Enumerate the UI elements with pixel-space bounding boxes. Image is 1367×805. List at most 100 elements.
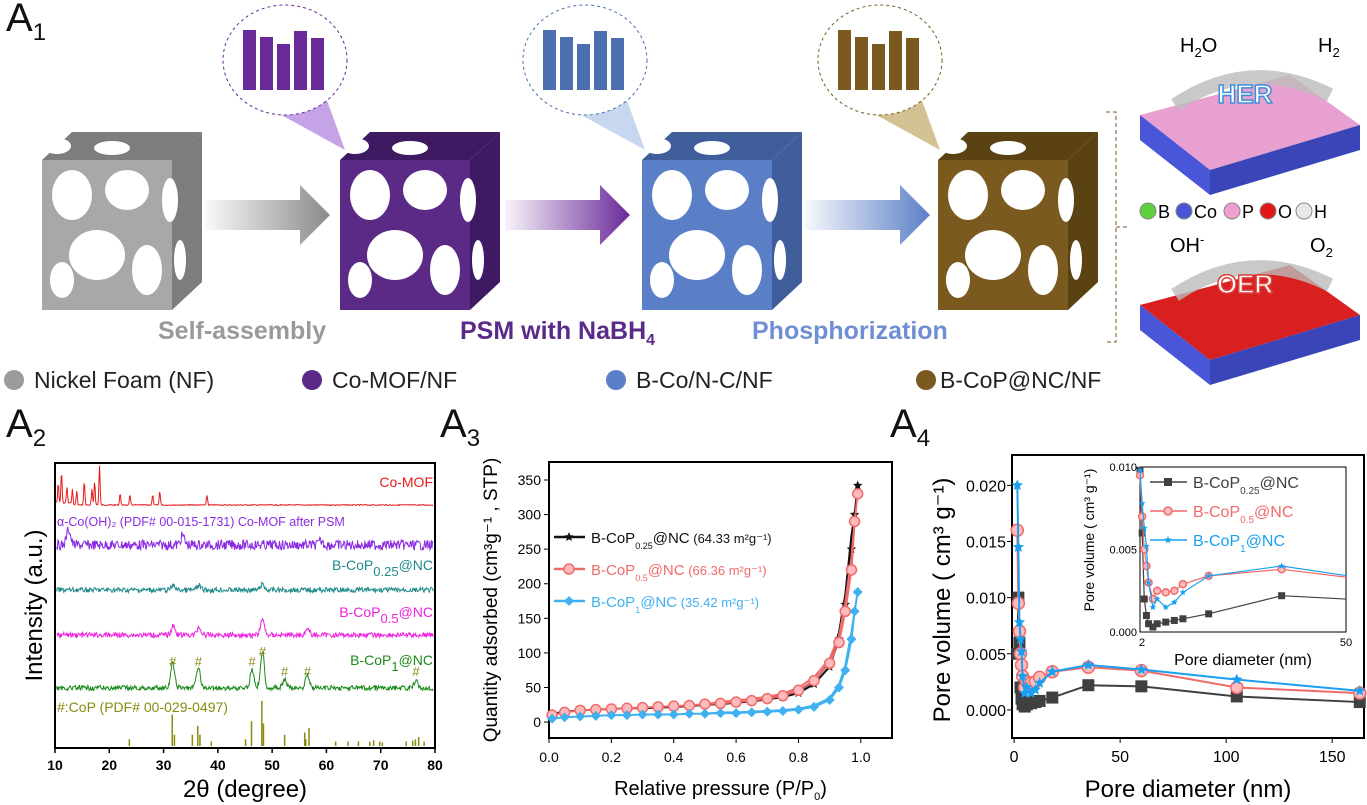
data-point bbox=[839, 605, 851, 618]
reference-label: #:CoP (PDF# 00-029-0497) bbox=[57, 699, 228, 715]
legend-bco: B-Co/N-C/NF bbox=[606, 366, 773, 394]
foam-pore bbox=[94, 141, 130, 155]
data-point bbox=[1140, 595, 1148, 603]
inset-series bbox=[1136, 466, 1347, 611]
data-point bbox=[762, 706, 773, 717]
data-point bbox=[1082, 679, 1095, 692]
x-tick-label: 80 bbox=[427, 757, 443, 773]
text-part: @NC bbox=[648, 562, 685, 579]
foam-pore bbox=[348, 262, 372, 298]
series-label: B-CoP0.5@NC bbox=[1193, 504, 1293, 526]
text-part: @NC bbox=[399, 652, 433, 668]
text-part: 2 bbox=[1326, 245, 1333, 260]
foam-pore bbox=[643, 138, 671, 154]
panel-label-a4: A4 bbox=[890, 402, 930, 461]
bracket bbox=[1106, 111, 1128, 343]
text-part: @NC bbox=[640, 594, 677, 611]
process-arrow-icon bbox=[505, 185, 630, 245]
x-axis-label: 2θ (degree) bbox=[183, 776, 307, 803]
data-point bbox=[1016, 670, 1029, 682]
legend-nf: Nickel Foam (NF) bbox=[4, 366, 214, 394]
text-part: H bbox=[1180, 35, 1194, 57]
legend-bcop: B-CoP@NC/NF bbox=[916, 366, 1101, 394]
data-point bbox=[730, 696, 742, 708]
element-Co-icon bbox=[1175, 202, 1193, 220]
foam-pore bbox=[1028, 245, 1058, 295]
data-point bbox=[1136, 466, 1144, 474]
data-point bbox=[1033, 694, 1046, 707]
panel-number: 1 bbox=[32, 19, 47, 46]
data-point bbox=[851, 488, 864, 500]
oer-slab: OER bbox=[1140, 260, 1360, 385]
text-part: 0.25 bbox=[635, 541, 653, 551]
b-cop-nc-cube bbox=[938, 132, 1098, 310]
data-point bbox=[637, 709, 648, 720]
data-point bbox=[1205, 610, 1213, 618]
inset-y-axis-label: Pore volume ( cm³ g⁻¹) bbox=[1081, 469, 1097, 612]
data-point bbox=[1278, 592, 1286, 600]
data-point bbox=[745, 694, 758, 707]
element-label: B bbox=[1158, 202, 1170, 222]
foam-pore bbox=[652, 170, 692, 220]
reaction-label: OER bbox=[1217, 269, 1274, 299]
foam-pore bbox=[392, 141, 428, 155]
data-point bbox=[746, 707, 757, 718]
text-part: B-CoP bbox=[339, 604, 380, 620]
comof-dot-icon bbox=[302, 370, 322, 390]
x-tick-label: 0.4 bbox=[664, 749, 684, 765]
data-point bbox=[1354, 684, 1366, 696]
nanostructure bbox=[243, 30, 256, 90]
text-part: 0.25 bbox=[1240, 486, 1260, 497]
nanostructure bbox=[560, 37, 573, 90]
legend-comof-label: Co-MOF/NF bbox=[332, 367, 458, 393]
panel-letter: A bbox=[6, 402, 33, 446]
data-point bbox=[1149, 603, 1157, 611]
data-point bbox=[833, 682, 844, 693]
data-point bbox=[777, 706, 788, 717]
series-label: Co-MOF bbox=[379, 474, 433, 490]
foam-pore bbox=[367, 230, 423, 280]
series-label: B-CoP1@NC bbox=[350, 652, 433, 674]
y-tick-label: 0.000 bbox=[966, 703, 1006, 720]
nanostructure bbox=[543, 30, 556, 90]
nf-dot-icon bbox=[4, 370, 24, 390]
data-point bbox=[1142, 561, 1151, 571]
hash-mark: # bbox=[304, 664, 312, 679]
data-point bbox=[852, 587, 863, 598]
y-tick-label: 250 bbox=[518, 541, 542, 557]
x-tick-label: 150 bbox=[1319, 749, 1346, 766]
x-tick-label: 1.0 bbox=[851, 749, 871, 765]
process-arrow-icon bbox=[805, 185, 930, 245]
plot-frame bbox=[548, 461, 893, 739]
y-tick-label: 100 bbox=[518, 645, 542, 661]
y-axis-label: Pore volume ( cm³ g⁻¹) bbox=[929, 478, 956, 723]
x-tick-label: 0.2 bbox=[602, 749, 622, 765]
data-point bbox=[1164, 536, 1172, 544]
data-point bbox=[1161, 588, 1170, 597]
nanostructure bbox=[594, 31, 607, 90]
y-tick-label: 0.010 bbox=[966, 591, 1006, 608]
data-point bbox=[684, 708, 695, 719]
hash-mark: # bbox=[259, 644, 267, 659]
foam-pore bbox=[948, 170, 988, 220]
series-star bbox=[1011, 479, 1366, 698]
text-part: B-CoP bbox=[332, 557, 373, 573]
catalyst-slab bbox=[1140, 75, 1360, 170]
oer-reactant: OH- bbox=[1170, 232, 1204, 257]
data-point bbox=[1163, 506, 1173, 516]
text-part: B-CoP bbox=[1193, 504, 1240, 521]
x-tick-label: 70 bbox=[373, 757, 389, 773]
inset-y-tick-label: 0.010 bbox=[1109, 462, 1137, 474]
x-tick-label: 0.8 bbox=[789, 749, 809, 765]
bcop-dot-icon bbox=[916, 370, 936, 390]
data-point bbox=[809, 701, 820, 712]
element-label: H bbox=[1314, 202, 1327, 222]
data-point bbox=[1011, 479, 1024, 491]
legend-comof: Co-MOF/NF bbox=[302, 366, 457, 394]
data-point bbox=[1153, 595, 1161, 602]
text-part: Relative pressure (P/P bbox=[614, 778, 814, 800]
data-point bbox=[1025, 687, 1037, 698]
panel-label-a1: A1 bbox=[6, 0, 46, 55]
foam-pore bbox=[50, 262, 74, 298]
